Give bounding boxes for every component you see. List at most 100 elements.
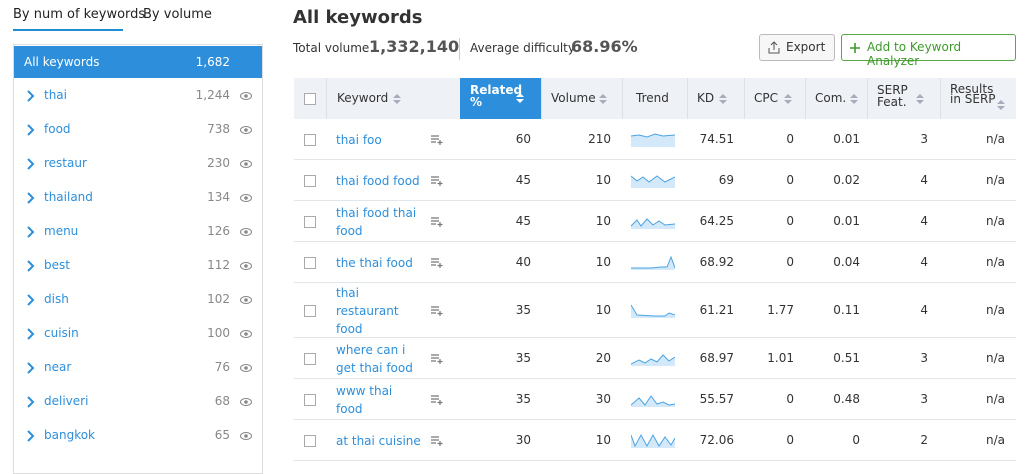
- sidebar-count: 76: [214, 360, 230, 374]
- cell-value: 35: [515, 391, 531, 406]
- cell-value: 10: [595, 254, 611, 269]
- checkbox[interactable]: [304, 256, 316, 269]
- cell-value: 0.01: [833, 131, 860, 146]
- row-divider: [294, 419, 1016, 420]
- sidebar-count: 126: [207, 224, 230, 238]
- sidebar-item[interactable]: thai: [44, 88, 67, 102]
- checkbox[interactable]: [304, 174, 316, 187]
- sidebar-item[interactable]: dish: [44, 292, 69, 306]
- keyword-link[interactable]: where can i get thai food: [336, 342, 413, 375]
- checkbox[interactable]: [304, 93, 316, 105]
- cell-value: 4: [920, 302, 928, 317]
- cell-value: 68.97: [699, 350, 734, 365]
- sidebar-item[interactable]: menu: [44, 224, 79, 238]
- keyword-link[interactable]: the thai food: [336, 255, 413, 270]
- cell-value: 0.48: [833, 391, 860, 406]
- column-header[interactable]: Related %: [470, 83, 523, 109]
- eye-icon: [240, 126, 252, 134]
- cell-value: n/a: [985, 131, 1005, 146]
- cell-value: 0: [786, 254, 794, 269]
- cell-value: 10: [595, 432, 611, 447]
- keyword-link[interactable]: www thai food: [336, 383, 393, 416]
- tab[interactable]: By num of keywords: [13, 7, 146, 22]
- cell-value: 69: [718, 172, 734, 187]
- add-button[interactable]: Add to Keyword Analyzer: [841, 34, 1016, 68]
- column-header[interactable]: Volume: [551, 91, 596, 105]
- sidebar-item[interactable]: bangkok: [44, 428, 96, 442]
- checkbox[interactable]: [304, 215, 316, 228]
- column-header[interactable]: Results in SERP: [950, 82, 996, 106]
- checkbox[interactable]: [304, 434, 316, 447]
- app: By num of keywords By volume All keywords 1…: [13, 7, 1016, 474]
- sidebar-item[interactable]: near: [44, 360, 72, 374]
- sidebar-count: 230: [207, 156, 230, 170]
- chevron: [27, 430, 35, 442]
- sidebar-count: 68: [214, 394, 230, 408]
- cell-value: 20: [595, 350, 611, 365]
- keyword-link[interactable]: at thai cuisine: [336, 433, 421, 448]
- tab[interactable]: By volume: [143, 7, 212, 22]
- cell-value: 61.21: [699, 302, 734, 317]
- sidebar-count: 1,244: [195, 88, 230, 102]
- checkbox[interactable]: [304, 304, 316, 317]
- cell-value: 0: [786, 213, 794, 228]
- sidebar-item[interactable]: food: [44, 122, 71, 136]
- column-divider: [687, 78, 688, 119]
- column-header[interactable]: Keyword: [337, 91, 389, 105]
- cell-value: 4: [920, 213, 928, 228]
- sort-icon: [850, 94, 858, 104]
- sort-icon: [599, 94, 607, 104]
- chevron: [27, 328, 35, 340]
- export-button[interactable]: Export: [759, 34, 835, 61]
- table-header: [294, 78, 1016, 119]
- sidebar-selected[interactable]: [14, 46, 262, 78]
- eye-icon: [240, 92, 252, 100]
- cell-value: 0: [786, 172, 794, 187]
- column-header[interactable]: SERP Feat.: [877, 83, 908, 109]
- cell-value: 64.25: [699, 213, 734, 228]
- cell-value: 60: [515, 131, 531, 146]
- column-divider: [326, 78, 327, 119]
- cell-value: 0.11: [833, 302, 860, 317]
- chevron: [27, 192, 35, 204]
- checkbox[interactable]: [304, 352, 316, 365]
- cell-value: 72.06: [699, 432, 734, 447]
- checkbox[interactable]: [304, 393, 316, 406]
- column-header[interactable]: KD: [697, 91, 715, 105]
- keyword-link[interactable]: thai food food: [336, 173, 420, 188]
- cell-value: n/a: [985, 302, 1005, 317]
- cell-value: 10: [595, 213, 611, 228]
- checkbox[interactable]: [304, 133, 316, 146]
- cell-value: n/a: [985, 213, 1005, 228]
- cell-value: n/a: [985, 172, 1005, 187]
- keyword-link[interactable]: thai restaurant food: [336, 285, 399, 336]
- cell-value: 0: [786, 391, 794, 406]
- cell-value: 3: [920, 350, 928, 365]
- sidebar-item[interactable]: best: [44, 258, 70, 272]
- sidebar-item[interactable]: restaur: [44, 156, 87, 170]
- chevron: [27, 260, 35, 272]
- plus-icon: [850, 43, 860, 53]
- eye-icon: [240, 160, 252, 168]
- sidebar-item[interactable]: thailand: [44, 190, 93, 204]
- add-to-list-icon: [431, 216, 443, 227]
- eye-icon: [240, 262, 252, 270]
- cell-value: 0: [786, 131, 794, 146]
- column-header[interactable]: CPC: [754, 91, 778, 105]
- add-to-list-icon: [431, 353, 443, 364]
- cell-value: n/a: [985, 391, 1005, 406]
- eye-icon: [240, 432, 252, 440]
- cell-value: 4: [920, 172, 928, 187]
- chevron: [27, 396, 35, 408]
- sidebar-count: 65: [214, 428, 230, 442]
- sidebar-item[interactable]: deliveri: [44, 394, 89, 408]
- sort-icon: [516, 93, 524, 103]
- summary-label: Average difficulty: [470, 41, 575, 55]
- keyword-link[interactable]: thai food thai food: [336, 205, 417, 238]
- keyword-link[interactable]: thai foo: [336, 132, 382, 147]
- cell-value: 55.57: [699, 391, 734, 406]
- sidebar-item[interactable]: cuisin: [44, 326, 79, 340]
- page: By num of keywords By volume All keywords 1…: [13, 7, 1016, 474]
- cell-value: 35: [515, 302, 531, 317]
- column-header[interactable]: Com.: [815, 91, 847, 105]
